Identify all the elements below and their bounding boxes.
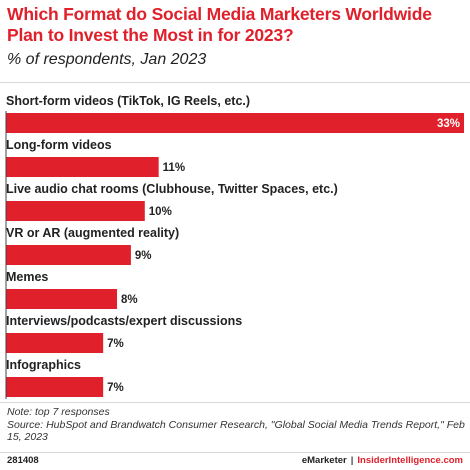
brand-credit: eMarketer | InsiderIntelligence.com xyxy=(302,455,463,467)
chart-subtitle: % of respondents, Jan 2023 xyxy=(7,51,207,68)
value-label: 11% xyxy=(163,162,185,174)
source-text: Source: HubSpot and Brandwatch Consumer … xyxy=(7,418,465,444)
bar xyxy=(6,333,104,353)
footer: 281408 eMarketer | InsiderIntelligence.com xyxy=(7,455,463,467)
bar xyxy=(6,245,131,265)
chart-title: Which Format do Social Media Marketers W… xyxy=(7,4,432,45)
category-label: Live audio chat rooms (Clubhouse, Twitte… xyxy=(6,182,338,196)
bar xyxy=(6,157,159,177)
brand-emarketer: eMarketer xyxy=(301,455,347,466)
value-label: 9% xyxy=(135,250,152,262)
bottom-divider xyxy=(0,402,470,403)
bar xyxy=(6,201,145,221)
category-label: VR or AR (augmented reality) xyxy=(6,226,179,240)
chart-notes: Note: top 7 responses Source: HubSpot an… xyxy=(7,406,465,444)
brand-separator: | xyxy=(350,455,354,466)
category-label: Memes xyxy=(6,270,48,284)
top-divider xyxy=(0,82,470,83)
category-label: Interviews/podcasts/expert discussions xyxy=(6,314,242,328)
category-label: Short-form videos (TikTok, IG Reels, etc… xyxy=(6,94,250,108)
note-text: Note: top 7 responses xyxy=(7,406,110,418)
value-label: 8% xyxy=(121,294,138,306)
value-label: 7% xyxy=(107,382,124,394)
chart-id: 281408 xyxy=(7,455,39,466)
category-label: Infographics xyxy=(6,358,81,372)
value-label: 33% xyxy=(437,118,460,130)
value-label: 7% xyxy=(107,338,124,350)
brand-insider-intelligence[interactable]: InsiderIntelligence.com xyxy=(357,455,463,466)
bar xyxy=(6,289,118,309)
category-label: Long-form videos xyxy=(6,138,112,152)
bar xyxy=(6,377,104,397)
footer-divider xyxy=(0,452,470,453)
value-label: 10% xyxy=(149,206,172,218)
bar xyxy=(6,113,464,133)
